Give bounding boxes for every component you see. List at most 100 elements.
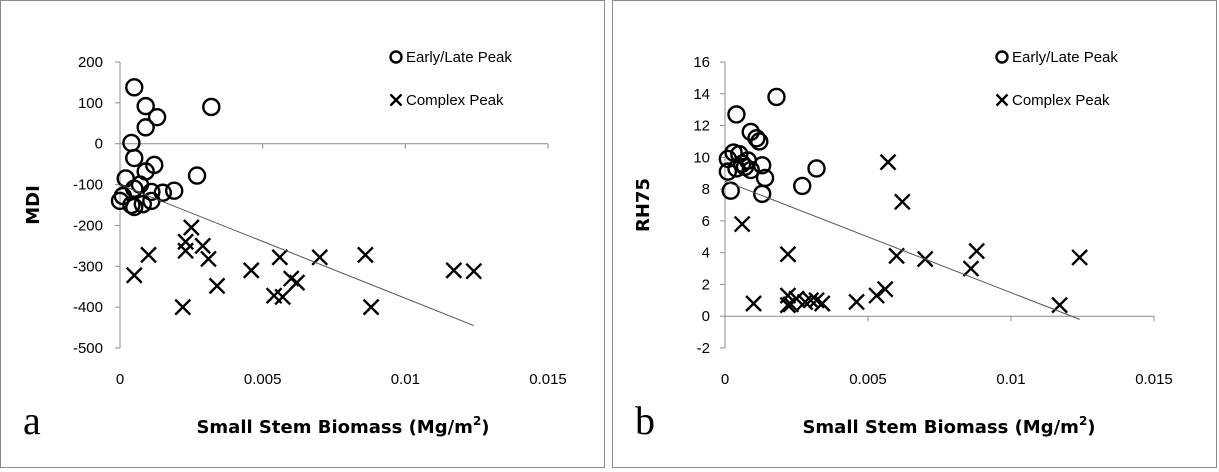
x-tick-label: 0	[116, 371, 124, 388]
complex-peak-point	[745, 295, 762, 312]
complex-peak-point	[362, 298, 380, 316]
y-axis-title: RH75	[633, 178, 654, 232]
early-late-peak-point	[136, 118, 155, 137]
early-late-peak-point	[750, 132, 769, 151]
early-late-peak-point	[147, 107, 167, 127]
early-late-peak-point	[125, 148, 144, 168]
complex-peak-point	[796, 293, 814, 311]
y-tick-label: 8	[702, 181, 710, 198]
complex-peak-point	[125, 266, 143, 284]
complex-peak-point	[876, 280, 894, 298]
early-late-peak-point	[741, 160, 760, 180]
complex-peak-point	[445, 262, 463, 279]
complex-peak-point	[879, 153, 897, 171]
panel-letter: a	[23, 398, 41, 443]
early-late-peak-point	[767, 87, 786, 107]
y-tick-label: -400	[73, 299, 103, 316]
y-tick-label: 0	[702, 308, 710, 325]
y-tick-label: 2	[702, 276, 710, 293]
y-tick-label: -300	[73, 258, 103, 275]
y-tick-label: 100	[78, 95, 103, 112]
y-tick-label: 0	[95, 136, 103, 153]
y-axis-title: MDI	[23, 185, 44, 225]
complex-peak-point	[848, 293, 865, 311]
complex-peak-point	[1051, 296, 1068, 314]
early-late-peak-point	[142, 191, 161, 211]
complex-peak-point	[208, 277, 226, 295]
x-tick-label: 0	[721, 371, 729, 388]
complex-peak-point	[182, 219, 200, 236]
complex-peak-point	[242, 262, 260, 279]
early-late-peak-point	[721, 181, 740, 200]
complex-peak-point	[802, 291, 820, 309]
complex-peak-point	[465, 262, 483, 280]
y-tick-label: -200	[73, 217, 103, 234]
x-axis-title: Small Stem Biomass (Mg/m2)	[802, 414, 1095, 438]
complex-peak-point	[893, 193, 911, 211]
complex-peak-point	[194, 237, 212, 255]
x-tick-label: 0.01	[391, 371, 420, 388]
complex-peak-point	[962, 260, 980, 277]
legend-circle-icon	[389, 50, 403, 64]
y-tick-label: 14	[693, 86, 710, 103]
legend-label: Early/Late Peak	[1012, 49, 1118, 66]
y-tick-label: -2	[697, 340, 710, 357]
y-tick-label: -500	[73, 340, 103, 357]
early-late-peak-point	[187, 166, 207, 185]
y-tick-label: 16	[693, 54, 710, 71]
early-late-peak-point	[202, 97, 221, 117]
y-tick-label: 10	[693, 149, 710, 166]
complex-peak-point	[968, 242, 986, 260]
early-late-peak-point	[133, 194, 153, 214]
legend-label: Early/Late Peak	[406, 49, 512, 66]
complex-peak-point	[813, 295, 831, 312]
complex-peak-point	[140, 246, 157, 264]
y-tick-label: -100	[73, 177, 103, 194]
early-late-peak-point	[718, 162, 738, 181]
chart-panel-a: 200 100 0 -100 -200 -300 -400 -500 0 0.005 0.01 0.0…	[0, 0, 605, 468]
y-tick-label: 200	[78, 54, 103, 71]
legend-x-icon	[995, 93, 1009, 107]
early-late-peak-point	[793, 176, 812, 196]
legend-label: Complex Peak	[406, 92, 504, 109]
x-tick-label: 0.005	[849, 371, 887, 388]
early-late-peak-point	[125, 78, 144, 97]
complex-peak-point	[779, 296, 797, 314]
early-late-peak-point	[165, 181, 184, 200]
early-late-peak-point	[752, 156, 772, 175]
complex-peak-point	[1071, 249, 1088, 266]
complex-peak-point	[271, 248, 289, 266]
legend-label: Complex Peak	[1012, 92, 1110, 109]
complex-peak-point	[888, 247, 905, 265]
complex-peak-point	[174, 298, 192, 316]
early-late-peak-point	[747, 129, 766, 148]
x-tick-label: 0.01	[996, 371, 1025, 388]
complex-peak-point	[288, 274, 306, 291]
y-tick-label: 4	[702, 245, 710, 262]
early-late-peak-point	[142, 182, 161, 202]
complex-peak-point	[177, 242, 194, 260]
early-late-peak-point	[125, 197, 144, 217]
x-tick-label: 0.015	[529, 371, 567, 388]
early-late-peak-point	[752, 184, 772, 204]
legend-x-icon	[389, 93, 403, 107]
chart-panel-b: 16 14 12 10 8 6 4 2 0 -2 0 0.005 0.01 0.015 RH75 Small …	[612, 0, 1217, 468]
complex-peak-point	[200, 250, 217, 268]
x-tick-label: 0.005	[244, 371, 282, 388]
early-late-peak-point	[807, 159, 826, 178]
trend-line	[119, 184, 474, 326]
complex-peak-point	[733, 215, 751, 233]
scatter-chart-b: 16 14 12 10 8 6 4 2 0 -2 0 0.005 0.01 0.015 RH75 Small …	[633, 49, 1173, 443]
scatter-chart-a: 200 100 0 -100 -200 -300 -400 -500 0 0.005 0.01 0.0…	[23, 49, 567, 443]
complex-peak-point	[274, 288, 291, 306]
complex-peak-point	[868, 287, 885, 304]
y-tick-label: 6	[702, 213, 710, 230]
y-tick-label: 12	[693, 118, 710, 135]
panel-letter: b	[635, 398, 655, 443]
early-late-peak-point	[122, 195, 141, 215]
early-late-peak-point	[122, 133, 141, 153]
complex-peak-point	[782, 295, 800, 313]
early-late-peak-point	[727, 159, 746, 178]
x-tick-label: 0.015	[1135, 371, 1173, 388]
early-late-peak-point	[136, 96, 155, 116]
